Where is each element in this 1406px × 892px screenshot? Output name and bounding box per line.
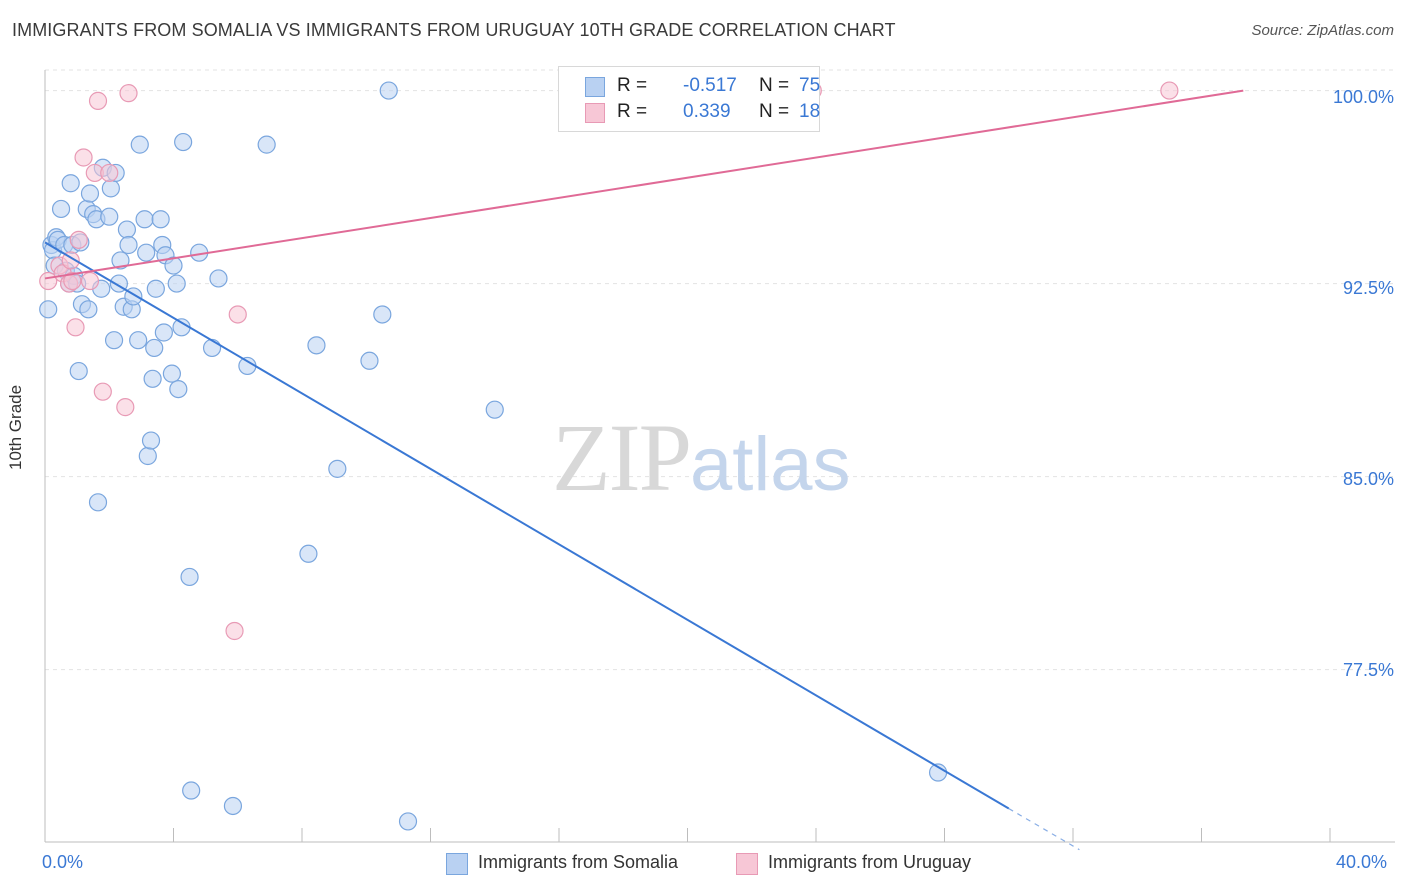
somalia-point	[209, 269, 228, 288]
stats-legend: R = -0.517 N = 75 R = 0.339 N = 18	[558, 66, 820, 132]
n-value: 18	[799, 101, 821, 122]
somalia-legend-swatch	[446, 853, 468, 875]
somalia-point	[88, 493, 108, 512]
uruguay-series	[39, 81, 1179, 641]
r-value: 0.339	[683, 101, 731, 122]
somalia-point	[164, 256, 183, 275]
uruguay-point	[116, 398, 135, 417]
uruguay-swatch	[585, 103, 605, 123]
uruguay-point	[1160, 81, 1179, 100]
y-tick-label-100: 100.0%	[1332, 87, 1394, 107]
somalia-point	[154, 323, 173, 342]
n-value: 75	[799, 75, 821, 96]
somalia-point	[145, 338, 164, 358]
somalia-trend-line	[44, 241, 1010, 810]
r-label: R =	[617, 101, 648, 122]
somalia-point	[51, 199, 71, 219]
uruguay-point	[225, 621, 244, 641]
r-value: -0.517	[683, 75, 737, 96]
uruguay-point	[61, 251, 80, 270]
somalia-point	[61, 174, 80, 193]
uruguay-point	[66, 318, 85, 337]
somalia-point	[137, 243, 156, 262]
trend-lines	[44, 89, 1244, 851]
watermark: ZIPatlas	[552, 402, 851, 513]
y-tick-label-85: 85.0%	[1342, 469, 1394, 489]
somalia-point	[167, 274, 186, 293]
somalia-point	[182, 781, 201, 800]
uruguay-point	[74, 148, 93, 167]
axes	[44, 70, 1395, 843]
somalia-point	[151, 210, 170, 229]
somalia-point	[117, 220, 137, 239]
somalia-point	[111, 251, 130, 270]
somalia-point	[169, 379, 188, 399]
somalia-point	[398, 812, 418, 831]
somalia-point	[39, 300, 58, 319]
somalia-point	[172, 318, 191, 337]
uruguay-legend-label: Immigrants from Uruguay	[768, 852, 972, 872]
somalia-point	[79, 300, 98, 319]
x-tick-label-min: 0.0%	[42, 852, 84, 872]
uruguay-legend-swatch	[736, 853, 758, 875]
y-tick-label-77-5: 77.5%	[1342, 660, 1394, 680]
y-axis-label: 10th Grade	[6, 384, 25, 470]
somalia-point	[202, 338, 222, 358]
uruguay-point	[100, 163, 119, 183]
somalia-point	[100, 207, 119, 226]
somalia-point	[180, 567, 199, 587]
x-tick-label-max: 40.0%	[1336, 852, 1388, 872]
somalia-point	[174, 132, 193, 152]
somalia-point	[257, 135, 276, 154]
somalia-point	[223, 796, 243, 816]
somalia-point	[130, 135, 149, 154]
somalia-point	[379, 81, 398, 100]
source-label: Source: ZipAtlas.com	[1251, 22, 1394, 39]
somalia-swatch	[585, 77, 605, 97]
somalia-point	[80, 184, 100, 203]
somalia-point	[119, 235, 138, 255]
uruguay-point	[93, 382, 112, 401]
uruguay-point	[119, 84, 138, 103]
somalia-point	[373, 305, 392, 324]
somalia-legend-label: Immigrants from Somalia	[478, 852, 679, 872]
uruguay-point	[80, 271, 100, 291]
somalia-point	[299, 544, 318, 563]
somalia-point	[138, 446, 157, 466]
chart-title: IMMIGRANTS FROM SOMALIA VS IMMIGRANTS FR…	[12, 20, 896, 40]
uruguay-point	[63, 271, 82, 291]
somalia-point	[328, 459, 347, 478]
somalia-point	[104, 331, 124, 350]
somalia-point	[360, 351, 379, 370]
somalia-trend-extension	[1008, 808, 1080, 851]
r-label: R =	[617, 75, 648, 96]
somalia-point	[307, 336, 326, 355]
somalia-point	[141, 431, 161, 450]
somalia-point	[485, 400, 504, 419]
somalia-point	[129, 331, 148, 350]
watermark-zip: ZIP	[552, 404, 692, 511]
n-label: N =	[759, 101, 790, 122]
y-tick-label-92-5: 92.5%	[1342, 278, 1394, 298]
somalia-point	[143, 369, 162, 388]
somalia-point	[146, 279, 165, 298]
somalia-point	[69, 361, 88, 381]
somalia-point	[162, 364, 181, 383]
uruguay-point	[88, 91, 108, 110]
uruguay-point	[228, 305, 247, 324]
somalia-point	[135, 210, 154, 229]
n-label: N =	[759, 75, 790, 96]
somalia-series	[39, 81, 948, 831]
uruguay-trend-line	[44, 89, 1244, 280]
uruguay-point	[69, 230, 88, 249]
somalia-point	[101, 179, 120, 198]
watermark-atlas: atlas	[690, 422, 851, 507]
